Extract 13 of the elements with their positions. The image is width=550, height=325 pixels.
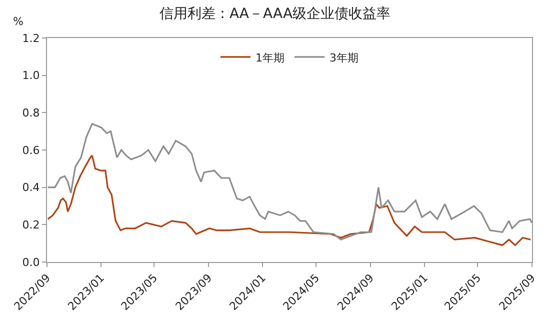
y-tick-label: 0.4: [22, 181, 40, 194]
y-tick-label: 1.2: [22, 32, 40, 45]
y-axis-title: %: [13, 15, 24, 28]
y-tick-label: 0.6: [22, 144, 40, 157]
y-tick-label: 1.0: [22, 69, 40, 82]
line-series: [47, 123, 532, 240]
chart-title: 信用利差：AA－AAA级企业债收益率: [159, 6, 391, 22]
legend-label: 1年期: [256, 51, 284, 64]
legend-label: 3年期: [330, 51, 358, 64]
line-series: [47, 154, 532, 246]
y-tick-label: 0.0: [22, 256, 40, 269]
y-tick-label: 0.2: [22, 218, 40, 232]
y-tick-label: 0.8: [22, 106, 40, 120]
